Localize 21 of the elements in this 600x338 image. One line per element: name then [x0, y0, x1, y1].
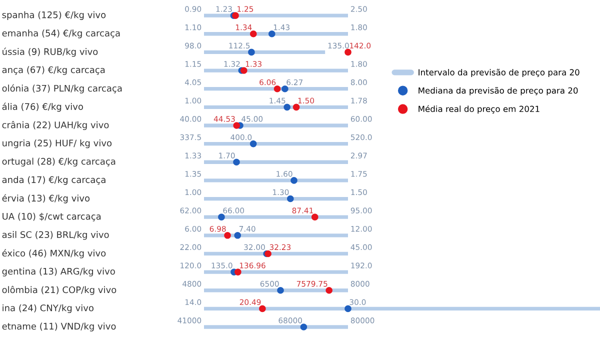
category-label: emanha (54) €/kg carcaça — [2, 30, 120, 38]
category-label: etname (11) VND/kg vivo — [2, 322, 116, 332]
category-label: éxico (46) MXN/kg vivo — [2, 249, 106, 258]
category-label: ortugal (28) €/kg carcaça — [2, 158, 116, 166]
category-label: gentina (13) ARG/kg vivo — [2, 268, 115, 276]
category-label: ália (76) €/kg vivo — [2, 102, 83, 112]
category-label: anda (17) €/kg carcaça — [2, 176, 106, 185]
category-label: UA (10) $/cwt carcaça — [2, 212, 101, 222]
legend-label: Média real do preço em 2021 — [418, 105, 540, 114]
category-label: asil SC (23) BRL/kg vivo — [2, 231, 109, 240]
category-label: ina (24) CNY/kg vivo — [2, 304, 94, 314]
category-label: érvia (13) €/kg vivo — [2, 194, 90, 204]
category-label: spanha (125) €/kg vivo — [2, 11, 106, 20]
legend-label: Mediana da previsão de preço para 20 — [418, 87, 578, 96]
category-label: olômbia (21) COP/kg vivo — [2, 286, 116, 295]
category-label: ungria (25) HUF/ kg vivo — [2, 139, 112, 148]
legend-label: Intervalo da previsão de preço para 20 — [418, 68, 580, 78]
category-label: ússia (9) RUB/kg vivo — [2, 48, 98, 57]
category-label: ança (67) €/kg carcaça — [2, 66, 105, 75]
category-label: olónia (37) PLN/kg carcaça — [2, 84, 122, 94]
category-label: crânia (22) UAH/kg vivo — [2, 120, 109, 130]
